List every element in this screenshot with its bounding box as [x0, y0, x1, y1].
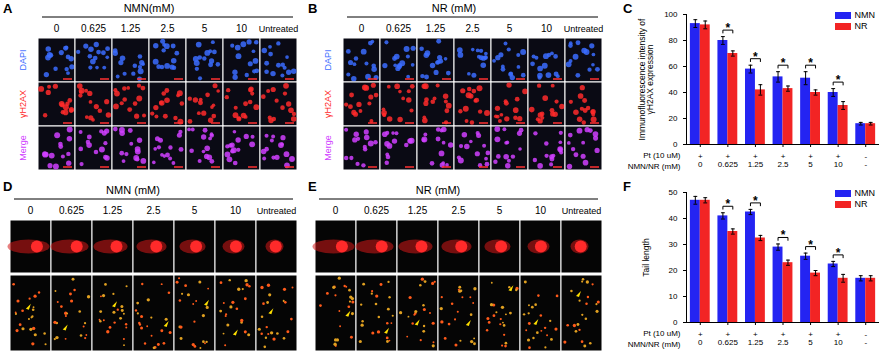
html-text:NR: NR [854, 21, 868, 31]
svg-text:+10: +10 [834, 152, 843, 169]
svg-text:2.5: 2.5 [452, 205, 466, 216]
html-text:E: E [308, 179, 317, 194]
svg-text:+1.25: +1.25 [748, 152, 764, 169]
svg-text:1.25: 1.25 [426, 23, 446, 34]
svg-text:2.5: 2.5 [147, 205, 161, 216]
svg-text:80: 80 [669, 36, 678, 45]
svg-text:5: 5 [202, 23, 208, 34]
svg-text:0: 0 [673, 140, 678, 149]
svg-text:1.25: 1.25 [121, 23, 141, 34]
svg-text:--: -- [864, 152, 867, 169]
svg-text:*: * [808, 56, 813, 70]
svg-text:*: * [781, 56, 786, 70]
svg-text:20: 20 [669, 266, 678, 275]
svg-text:0: 0 [28, 205, 34, 216]
svg-text:Tail length: Tail length [641, 238, 651, 277]
svg-text:1.25: 1.25 [408, 205, 428, 216]
svg-text:+5: +5 [808, 330, 813, 347]
svg-text:*: * [836, 246, 841, 260]
svg-text:10: 10 [236, 23, 248, 34]
svg-text:γH2AX: γH2AX [323, 90, 333, 118]
svg-text:Merge: Merge [323, 135, 333, 161]
svg-text:*: * [753, 194, 758, 208]
svg-text:Merge: Merge [18, 135, 28, 161]
html-text:D: D [3, 179, 13, 194]
svg-text:20: 20 [669, 114, 678, 123]
svg-text:0.625: 0.625 [364, 205, 389, 216]
svg-text:+0.625: +0.625 [718, 152, 739, 169]
html-text:B: B [308, 1, 318, 16]
svg-text:10: 10 [669, 292, 678, 301]
svg-text:*: * [781, 228, 786, 242]
svg-text:+0: +0 [698, 330, 703, 347]
svg-text:Untreated: Untreated [259, 24, 299, 34]
svg-text:40: 40 [669, 88, 678, 97]
svg-text:10: 10 [230, 205, 242, 216]
html-text:C: C [623, 1, 633, 16]
svg-text:0: 0 [359, 23, 365, 34]
svg-text:40: 40 [669, 214, 678, 223]
svg-text:*: * [836, 73, 841, 87]
svg-text:*: * [726, 21, 731, 35]
svg-text:2.5: 2.5 [466, 23, 480, 34]
svg-text:0.625: 0.625 [59, 205, 84, 216]
svg-text:Immunofluorescence intensity o: Immunofluorescence intensity ofγH2AX exp… [637, 18, 656, 141]
svg-text:0: 0 [333, 205, 339, 216]
svg-text:NMN(mM): NMN(mM) [124, 2, 175, 14]
svg-text:+2.5: +2.5 [777, 152, 789, 169]
svg-text:10: 10 [541, 23, 553, 34]
svg-text:Untreated: Untreated [257, 206, 297, 216]
svg-text:10: 10 [535, 205, 547, 216]
html-text:NMN: NMN [854, 10, 875, 20]
svg-text:+0: +0 [698, 152, 703, 169]
svg-text:+1.25: +1.25 [748, 330, 764, 347]
html-text:A: A [3, 1, 13, 16]
svg-text:Pt (10 uM): Pt (10 uM) [643, 329, 681, 338]
svg-text:*: * [808, 238, 813, 252]
svg-text:Untreated: Untreated [564, 24, 604, 34]
svg-text:2.5: 2.5 [161, 23, 175, 34]
svg-text:*: * [726, 197, 731, 211]
svg-text:DAPI: DAPI [18, 49, 28, 70]
svg-text:0.625: 0.625 [386, 23, 411, 34]
svg-text:NR (mM): NR (mM) [432, 2, 477, 14]
svg-text:+2.5: +2.5 [777, 330, 789, 347]
svg-text:1.25: 1.25 [103, 205, 123, 216]
svg-text:60: 60 [669, 62, 678, 71]
svg-text:5: 5 [497, 205, 503, 216]
svg-text:NR (mM): NR (mM) [416, 184, 461, 196]
svg-text:Pt (10 uM): Pt (10 uM) [643, 151, 681, 160]
svg-text:0: 0 [673, 318, 678, 327]
svg-text:γH2AX: γH2AX [18, 90, 28, 118]
svg-text:*: * [753, 50, 758, 64]
svg-text:+0.625: +0.625 [718, 330, 739, 347]
svg-text:Untreated: Untreated [562, 206, 602, 216]
svg-text:0.625: 0.625 [81, 23, 106, 34]
svg-text:DAPI: DAPI [323, 49, 333, 70]
svg-text:50: 50 [669, 188, 678, 197]
svg-text:--: -- [864, 330, 867, 347]
svg-text:+5: +5 [808, 152, 813, 169]
svg-text:30: 30 [669, 240, 678, 249]
svg-text:5: 5 [192, 205, 198, 216]
svg-text:NMN (mM): NMN (mM) [106, 184, 160, 196]
svg-text:NMN/NR (mM): NMN/NR (mM) [628, 340, 681, 349]
html-text:NR: NR [854, 199, 868, 209]
svg-text:0: 0 [54, 23, 60, 34]
html-text:NMN: NMN [854, 188, 875, 198]
svg-text:NMN/NR (mM): NMN/NR (mM) [628, 162, 681, 171]
svg-text:100: 100 [664, 10, 678, 19]
html-text:F: F [623, 179, 631, 194]
svg-text:+10: +10 [834, 330, 843, 347]
svg-text:5: 5 [507, 23, 513, 34]
